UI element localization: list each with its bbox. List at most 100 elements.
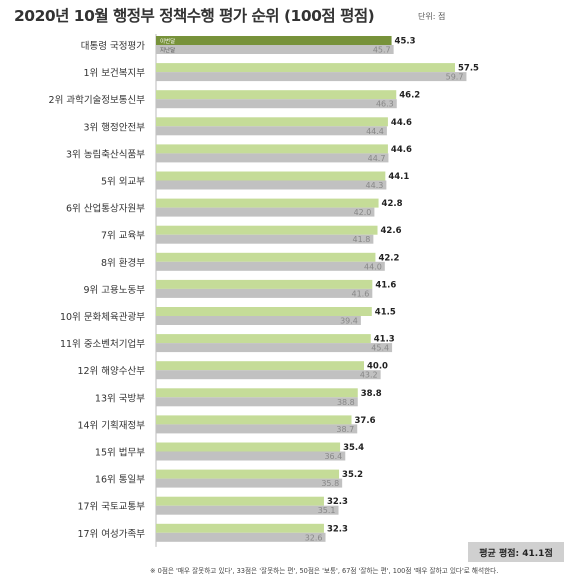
bar-previous [156, 478, 343, 488]
value-label-current: 44.1 [388, 172, 409, 182]
bar-previous [156, 234, 374, 244]
bar-previous [156, 505, 339, 515]
bar-previous [156, 261, 385, 271]
category-label: 16위 통일부 [95, 474, 145, 486]
value-label-previous: 59.7 [446, 73, 464, 82]
value-label-current: 42.2 [378, 253, 399, 263]
category-label: 8위 환경부 [101, 257, 145, 269]
bar-previous [156, 207, 375, 217]
average-score-box: 평균 평점: 41.1점 [468, 542, 564, 562]
value-label-previous: 45.7 [373, 46, 391, 55]
bar-previous [156, 397, 358, 407]
value-label-previous: 35.8 [321, 479, 339, 488]
value-label-current: 37.6 [355, 416, 376, 426]
value-label-current: 57.5 [458, 64, 479, 74]
bar-current [156, 36, 392, 45]
bar-current [156, 198, 379, 208]
category-label: 3위 행정안전부 [83, 121, 145, 133]
category-label: 9위 고용노동부 [83, 284, 145, 296]
bar-previous [156, 451, 346, 461]
value-label-current: 32.3 [327, 524, 348, 534]
bar-current [156, 144, 388, 154]
value-label-previous: 38.7 [336, 425, 354, 434]
bar-current [156, 225, 378, 235]
value-label-current: 38.8 [361, 389, 382, 399]
value-label-previous: 44.3 [366, 181, 384, 190]
bar-current [156, 252, 376, 262]
bar-previous [156, 126, 387, 136]
bar-current [156, 361, 364, 371]
value-label-previous: 44.7 [368, 154, 386, 163]
bar-previous [156, 424, 358, 434]
bar-previous [156, 45, 394, 54]
bar-current [156, 334, 371, 344]
bar-current [156, 307, 372, 316]
legend-previous: 지난달 [160, 46, 175, 54]
category-label: 10위 문화체육관광부 [60, 311, 145, 323]
bar-current [156, 388, 358, 398]
bar-current [156, 523, 324, 533]
category-label: 3위 농림축산식품부 [66, 148, 145, 160]
category-label: 12위 해양수산부 [77, 365, 145, 377]
value-label-current: 42.8 [382, 199, 403, 209]
value-label-current: 32.3 [327, 497, 348, 507]
bar-previous [156, 99, 397, 109]
bar-previous [156, 72, 467, 82]
value-label-current: 35.4 [343, 443, 364, 453]
value-label-previous: 39.4 [340, 317, 358, 326]
bar-current [156, 469, 340, 479]
bar-current [156, 171, 386, 181]
value-label-previous: 44.4 [366, 127, 384, 136]
bar-previous [156, 153, 389, 163]
value-label-current: 46.2 [399, 91, 420, 101]
category-label: 1위 보건복지부 [83, 67, 145, 79]
legend-current: 이번달 [160, 37, 175, 45]
category-label: 13위 국방부 [95, 392, 145, 404]
bar-current [156, 279, 373, 289]
value-label-current: 44.6 [391, 118, 412, 128]
value-label-previous: 41.6 [352, 289, 370, 298]
value-label-previous: 46.3 [376, 100, 394, 109]
value-label-previous: 41.8 [353, 235, 371, 244]
bar-previous [156, 288, 373, 298]
value-label-current: 41.5 [375, 308, 396, 318]
bar-current [156, 442, 341, 452]
value-label-previous: 43.2 [360, 371, 378, 380]
category-label: 17위 국토교통부 [77, 501, 145, 513]
bar-current [156, 90, 397, 100]
category-label: 2위 과학기술정보통신부 [49, 94, 146, 106]
category-label: 7위 교육부 [101, 230, 145, 242]
value-label-current: 44.6 [391, 145, 412, 155]
value-label-previous: 35.1 [318, 506, 336, 515]
bar-current [156, 496, 324, 506]
unit-label: 단위: 점 [418, 12, 446, 21]
bar-current [156, 117, 388, 127]
value-label-current: 42.6 [381, 226, 402, 236]
bar-current [156, 63, 455, 73]
value-label-current: 41.3 [374, 335, 395, 345]
value-label-previous: 32.6 [305, 533, 323, 542]
value-label-current: 41.6 [375, 280, 396, 290]
bar-current [156, 415, 352, 425]
bar-previous [156, 370, 381, 380]
value-label-current: 40.0 [367, 362, 388, 372]
value-label-previous: 45.4 [371, 344, 389, 353]
bar-previous [156, 316, 361, 325]
value-label-previous: 38.8 [337, 398, 355, 407]
category-label: 5위 외교부 [101, 176, 145, 188]
value-label-previous: 36.4 [324, 452, 342, 461]
value-label-current: 45.3 [395, 37, 416, 47]
value-label-previous: 44.0 [364, 262, 382, 271]
value-label-previous: 42.0 [354, 208, 372, 217]
category-label: 6위 산업통상자원부 [66, 203, 145, 215]
value-label-current: 35.2 [342, 470, 363, 480]
category-label: 17위 여성가족부 [77, 528, 145, 540]
category-label: 15위 법무부 [95, 447, 145, 459]
bar-previous [156, 343, 393, 353]
footnote: ※ 0점은 '매우 잘못하고 있다', 33점은 '잘못하는 편', 50점은 … [150, 567, 499, 575]
category-label: 대통령 국정평가 [81, 40, 145, 52]
bar-previous [156, 180, 387, 190]
category-label: 14위 기획재정부 [77, 419, 145, 431]
chart-title: 2020년 10월 행정부 정책수행 평가 순위 (100점 평점) [14, 7, 375, 25]
